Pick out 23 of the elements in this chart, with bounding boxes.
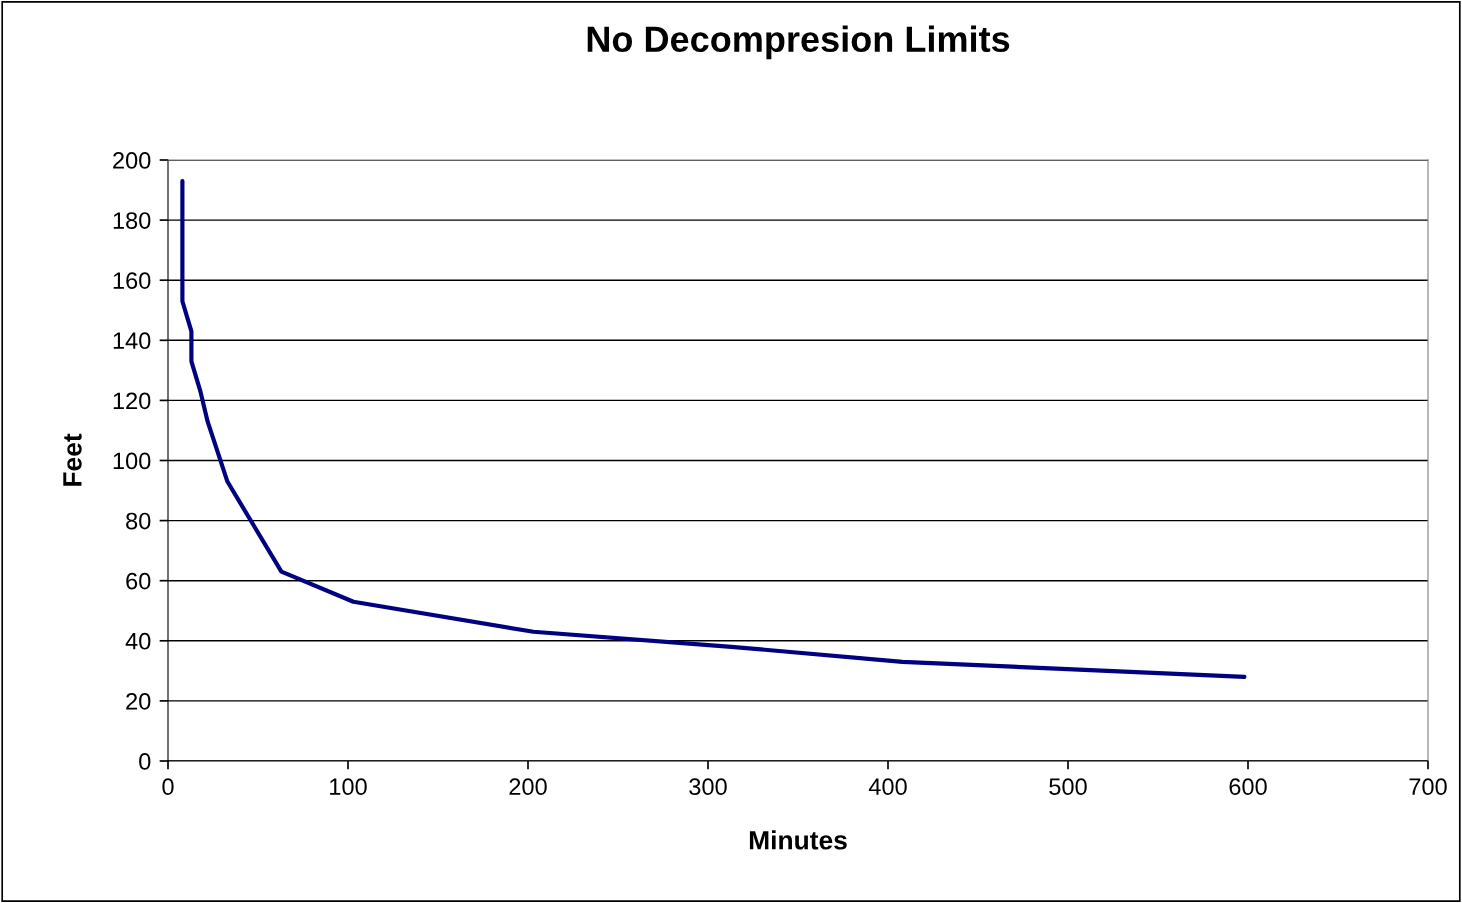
y-tick-label: 20	[126, 692, 151, 710]
y-tick-label: 180	[113, 212, 151, 229]
y-tick-label: 80	[126, 512, 151, 530]
x-tick-label: 0	[162, 778, 174, 796]
y-axis-title: Feet	[63, 433, 82, 486]
x-tick-label: 600	[1229, 778, 1267, 796]
y-tick-label: 0	[139, 753, 151, 770]
x-tick-label: 700	[1409, 778, 1447, 796]
chart-title: No Decompresion Limits	[587, 25, 1010, 60]
x-tick-label: 200	[509, 778, 547, 796]
y-tick-label: 40	[125, 632, 151, 650]
x-tick-label: 100	[330, 778, 367, 796]
y-tick-label: 60	[126, 572, 151, 590]
y-tick-label: 140	[113, 332, 151, 350]
line-series	[180, 178, 1247, 679]
y-tick-label: 120	[113, 392, 151, 410]
y-tick-label: 160	[113, 272, 151, 289]
y-tick-label: 200	[113, 152, 151, 169]
x-tick-label: 400	[868, 778, 907, 796]
x-tick-label: 500	[1049, 778, 1087, 796]
x-axis-title: Minutes	[749, 830, 847, 850]
y-tick-label: 100	[113, 452, 151, 470]
x-tick-label: 300	[689, 778, 727, 796]
